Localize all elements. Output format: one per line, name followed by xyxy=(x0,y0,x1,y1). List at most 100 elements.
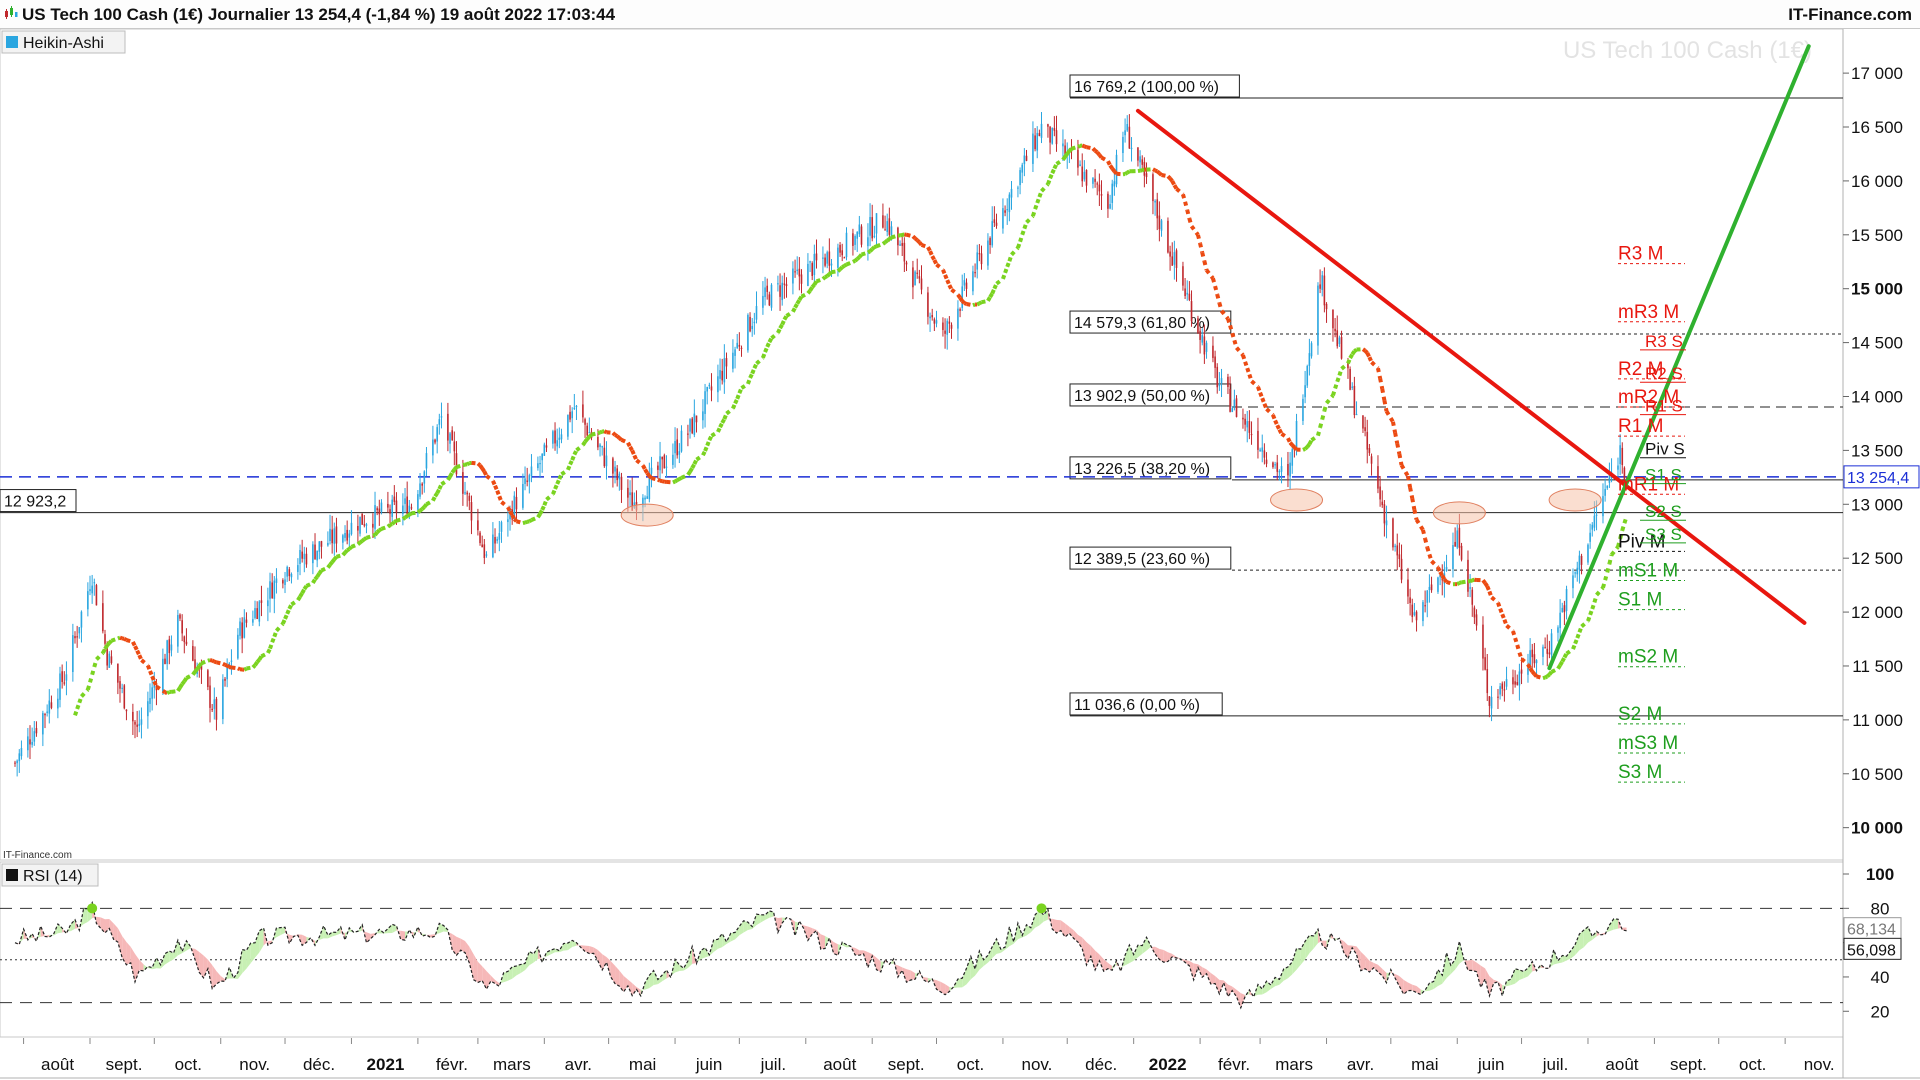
moving-average-segment xyxy=(722,412,729,420)
brand-name[interactable]: IT-Finance.com xyxy=(1788,5,1912,24)
candle-body xyxy=(1107,193,1109,209)
candle-body xyxy=(1184,288,1186,297)
candle-body xyxy=(1385,520,1388,526)
candle-body xyxy=(567,414,569,437)
rsi-fill xyxy=(1266,981,1271,993)
candle-body xyxy=(29,739,31,745)
candle-body xyxy=(121,687,123,689)
fib-label-box xyxy=(1069,546,1232,570)
candle-body xyxy=(245,619,248,623)
moving-average-segment xyxy=(785,310,794,318)
red-trendline[interactable] xyxy=(1135,108,1807,625)
candle-body xyxy=(1426,590,1429,603)
candle-body xyxy=(695,415,698,423)
candle-body xyxy=(845,232,848,258)
moving-average-segment xyxy=(330,558,336,564)
rsi-fill xyxy=(169,950,174,962)
moving-average-segment xyxy=(346,547,351,553)
moving-average-segment xyxy=(1363,349,1369,355)
moving-average-segment xyxy=(701,450,707,457)
candle-body xyxy=(783,283,786,285)
rsi-fill xyxy=(477,961,483,983)
candle-body xyxy=(483,544,486,558)
price-tick-label: 15 500 xyxy=(1851,226,1903,245)
moving-average-segment xyxy=(1365,352,1372,359)
candle-body xyxy=(391,499,393,517)
rsi-value-label: 56,098 xyxy=(1847,942,1896,959)
candle-body xyxy=(1214,356,1216,368)
moving-average-segment xyxy=(73,708,80,716)
candle-body xyxy=(1186,292,1189,295)
rsi-fill xyxy=(1232,986,1237,997)
candle-body xyxy=(254,608,256,619)
rsi-fill xyxy=(893,959,898,978)
candle-body xyxy=(153,685,156,688)
time-tick-label: nov. xyxy=(1804,1055,1835,1074)
moving-average-segment xyxy=(793,302,799,309)
candle-body xyxy=(348,533,351,538)
moving-average-segment xyxy=(506,506,512,513)
candle-body xyxy=(792,268,794,284)
candle-body xyxy=(839,244,841,253)
candle-body xyxy=(1034,135,1036,150)
moving-average-segment xyxy=(707,434,714,442)
fib-label-box xyxy=(1069,692,1223,716)
rsi-legend[interactable]: RSI (14) xyxy=(1,863,99,887)
candle-body xyxy=(1310,343,1313,357)
candle-body xyxy=(631,492,633,511)
rsi-fill xyxy=(1523,968,1528,979)
moving-average-segment xyxy=(1571,642,1577,650)
candle-body xyxy=(275,578,278,583)
moving-average-segment xyxy=(1421,529,1428,540)
candle-body xyxy=(927,292,929,317)
candle-body xyxy=(1518,671,1521,686)
candle-body xyxy=(1497,696,1499,698)
moving-average-segment xyxy=(868,247,874,253)
moving-average-segment xyxy=(482,470,489,477)
crosshair-label-box xyxy=(0,489,77,513)
heikin-ashi-legend[interactable]: Heikin-Ashi xyxy=(1,30,126,54)
candle-body xyxy=(989,238,991,246)
moving-average-segment xyxy=(1532,672,1539,678)
candle-body xyxy=(629,492,631,496)
candle-body xyxy=(1499,686,1501,695)
rsi-fill xyxy=(242,949,247,974)
moving-average-segment xyxy=(656,477,661,483)
candle-body xyxy=(569,411,571,420)
moving-average-segment xyxy=(1496,601,1502,610)
moving-average-segment xyxy=(164,690,169,695)
candle-body xyxy=(419,483,421,497)
moving-average-segment xyxy=(568,459,574,466)
chart-title: US Tech 100 Cash (1€) Journalier 13 254,… xyxy=(22,5,616,24)
rsi-fill xyxy=(70,919,76,932)
candle-body xyxy=(318,541,321,552)
moving-average-segment xyxy=(253,660,259,667)
candle-body xyxy=(1370,456,1373,464)
candle-body xyxy=(974,272,976,274)
candle-body xyxy=(462,472,464,494)
moving-average-segment xyxy=(1353,347,1358,353)
candle-body xyxy=(781,282,784,301)
moving-average-segment xyxy=(1438,570,1444,577)
moving-average-segment xyxy=(1232,339,1239,349)
moving-average-segment xyxy=(1303,445,1309,451)
candle-body xyxy=(807,263,809,286)
moving-average-segment xyxy=(1170,180,1177,187)
candle-body xyxy=(222,679,224,720)
green-trendline[interactable] xyxy=(1547,44,1811,671)
candle-body xyxy=(526,480,528,482)
moving-average-segment xyxy=(737,387,744,395)
rsi-fill xyxy=(1369,960,1374,972)
candle-body xyxy=(123,685,126,709)
moving-average-segment xyxy=(1517,651,1524,660)
candle-body xyxy=(297,565,299,572)
rsi-line[interactable] xyxy=(14,900,1627,1010)
candle-body xyxy=(331,529,333,544)
rsi-fill xyxy=(473,954,478,983)
candle-body xyxy=(935,320,938,324)
rsi-fill xyxy=(662,969,667,982)
candle-body xyxy=(1572,575,1574,589)
moving-average-segment xyxy=(1526,663,1532,670)
candle-body xyxy=(1122,136,1124,154)
